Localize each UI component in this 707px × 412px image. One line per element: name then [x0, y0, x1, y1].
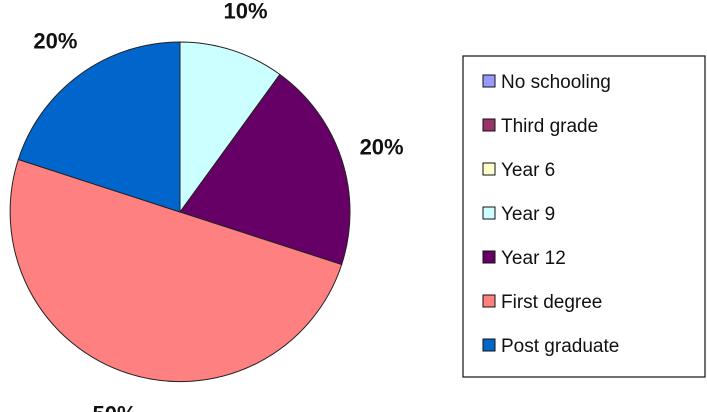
legend-item-first-degree: First degree — [482, 292, 602, 313]
legend-swatch-year-6 — [482, 162, 496, 176]
legend-swatch-third-grade — [482, 118, 496, 132]
legend-item-no-schooling: No schooling — [482, 72, 611, 93]
pie-value-label-first-degree: 50% — [92, 402, 136, 412]
legend-label-year-6: Year 6 — [501, 160, 555, 181]
legend-item-third-grade: Third grade — [482, 116, 598, 137]
legend-swatch-year-9 — [482, 206, 496, 220]
legend-label-no-schooling: No schooling — [501, 72, 611, 93]
pie-slices — [9, 41, 351, 383]
pie-value-label-post-graduate: 20% — [33, 29, 77, 54]
legend-swatch-no-schooling — [482, 74, 496, 88]
legend-swatch-year-12 — [482, 250, 496, 264]
pie-slice-first-degree — [9, 158, 343, 383]
legend-box — [462, 55, 706, 378]
pie-slice-year-9 — [179, 41, 281, 214]
legend-label-post-graduate: Post graduate — [501, 336, 619, 357]
legend-item-year-9: Year 9 — [482, 204, 555, 225]
legend-label-third-grade: Third grade — [501, 116, 598, 137]
pie-value-labels: 10% 20% 50% 20% — [33, 0, 403, 412]
pie-value-label-year-12: 20% — [360, 135, 404, 160]
legend-items: No schooling Third grade Year 6 Year 9 Year … — [482, 72, 619, 357]
legend-label-first-degree: First degree — [501, 292, 602, 313]
pie-value-label-year-9: 10% — [223, 0, 267, 23]
legend-label-year-12: Year 12 — [501, 248, 566, 269]
pie-slice-post-graduate — [17, 41, 181, 213]
legend-swatch-first-degree — [482, 294, 496, 308]
legend-swatch-post-graduate — [482, 338, 496, 352]
legend-label-year-9: Year 9 — [501, 204, 555, 225]
legend: No schooling Third grade Year 6 Year 9 Year … — [462, 55, 706, 378]
legend-item-year-6: Year 6 — [482, 160, 555, 181]
pie-slice-year-12 — [179, 73, 351, 266]
legend-item-post-graduate: Post graduate — [482, 336, 619, 357]
legend-item-year-12: Year 12 — [482, 248, 566, 269]
